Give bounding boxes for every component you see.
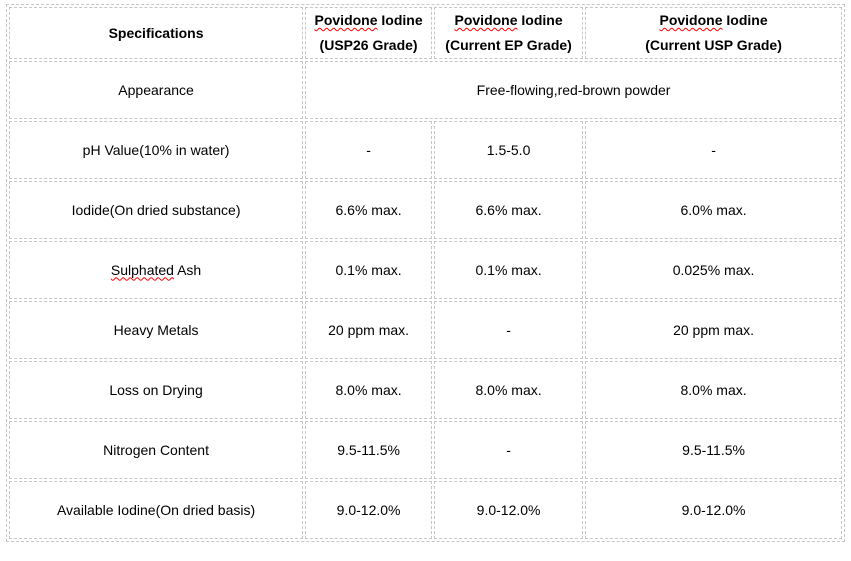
value-iodide-ep: 6.6% max.: [434, 181, 584, 239]
value-nitrogen-usp: 9.5-11.5%: [585, 421, 842, 479]
row-loss-on-drying: Loss on Drying 8.0% max. 8.0% max. 8.0% …: [9, 361, 842, 419]
value-metals-usp26: 20 ppm max.: [305, 301, 433, 359]
value-available-usp: 9.0-12.0%: [585, 481, 842, 539]
value-drying-usp: 8.0% max.: [585, 361, 842, 419]
value-drying-ep: 8.0% max.: [434, 361, 584, 419]
spec-label-heavy-metals: Heavy Metals: [9, 301, 304, 359]
spec-label-ph-value: pH Value(10% in water): [9, 121, 304, 179]
product-name-line: Povidone Iodine: [588, 8, 839, 33]
product-name-line: Povidone Iodine: [437, 8, 580, 33]
value-available-usp26: 9.0-12.0%: [305, 481, 433, 539]
row-appearance: Appearance Free-flowing,red-brown powder: [9, 61, 842, 119]
product-name-rest: Iodine: [377, 12, 423, 28]
spec-label-available-iodine: Available Iodine(On dried basis): [9, 481, 304, 539]
row-ph-value: pH Value(10% in water) - 1.5-5.0 -: [9, 121, 842, 179]
value-appearance-merged: Free-flowing,red-brown powder: [305, 61, 842, 119]
misspelled-word-povidone: Povidone: [314, 12, 378, 28]
header-product-usp: Povidone Iodine (Current USP Grade): [585, 7, 842, 59]
spec-label-nitrogen: Nitrogen Content: [9, 421, 304, 479]
row-heavy-metals: Heavy Metals 20 ppm max. - 20 ppm max.: [9, 301, 842, 359]
product-name-line: Povidone Iodine: [308, 8, 429, 33]
povidone-iodine-spec-table: Specifications Povidone Iodine (USP26 Gr…: [6, 4, 845, 542]
value-metals-ep: -: [434, 301, 584, 359]
product-name-rest: Iodine: [722, 12, 768, 28]
product-grade-line: (Current USP Grade): [645, 37, 782, 53]
product-grade-line: (Current EP Grade): [445, 37, 572, 53]
value-nitrogen-ep: -: [434, 421, 584, 479]
value-ph-usp26: -: [305, 121, 433, 179]
header-row: Specifications Povidone Iodine (USP26 Gr…: [9, 7, 842, 59]
header-product-ep: Povidone Iodine (Current EP Grade): [434, 7, 584, 59]
product-grade-line: (USP26 Grade): [319, 37, 418, 53]
misspelled-word-povidone: Povidone: [454, 12, 518, 28]
row-sulphated-ash: Sulphated Ash 0.1% max. 0.1% max. 0.025%…: [9, 241, 842, 299]
value-ash-usp: 0.025% max.: [585, 241, 842, 299]
value-metals-usp: 20 ppm max.: [585, 301, 842, 359]
header-specifications: Specifications: [9, 7, 304, 59]
value-drying-usp26: 8.0% max.: [305, 361, 433, 419]
value-ph-ep: 1.5-5.0: [434, 121, 584, 179]
spec-label-iodide: Iodide(On dried substance): [9, 181, 304, 239]
value-available-ep: 9.0-12.0%: [434, 481, 584, 539]
row-nitrogen-content: Nitrogen Content 9.5-11.5% - 9.5-11.5%: [9, 421, 842, 479]
value-iodide-usp: 6.0% max.: [585, 181, 842, 239]
header-product-usp26: Povidone Iodine (USP26 Grade): [305, 7, 433, 59]
spec-label-loss-on-drying: Loss on Drying: [9, 361, 304, 419]
spec-label-sulphated-ash: Sulphated Ash: [9, 241, 304, 299]
spec-label-rest: Ash: [173, 261, 202, 278]
value-ash-ep: 0.1% max.: [434, 241, 584, 299]
misspelled-word-povidone: Povidone: [659, 12, 723, 28]
value-ash-usp26: 0.1% max.: [305, 241, 433, 299]
row-available-iodine: Available Iodine(On dried basis) 9.0-12.…: [9, 481, 842, 539]
product-name-rest: Iodine: [517, 12, 563, 28]
value-nitrogen-usp26: 9.5-11.5%: [305, 421, 433, 479]
value-ph-usp: -: [585, 121, 842, 179]
misspelled-word-sulphated: Sulphated: [110, 261, 174, 278]
value-iodide-usp26: 6.6% max.: [305, 181, 433, 239]
spec-label-appearance: Appearance: [9, 61, 304, 119]
row-iodide: Iodide(On dried substance) 6.6% max. 6.6…: [9, 181, 842, 239]
